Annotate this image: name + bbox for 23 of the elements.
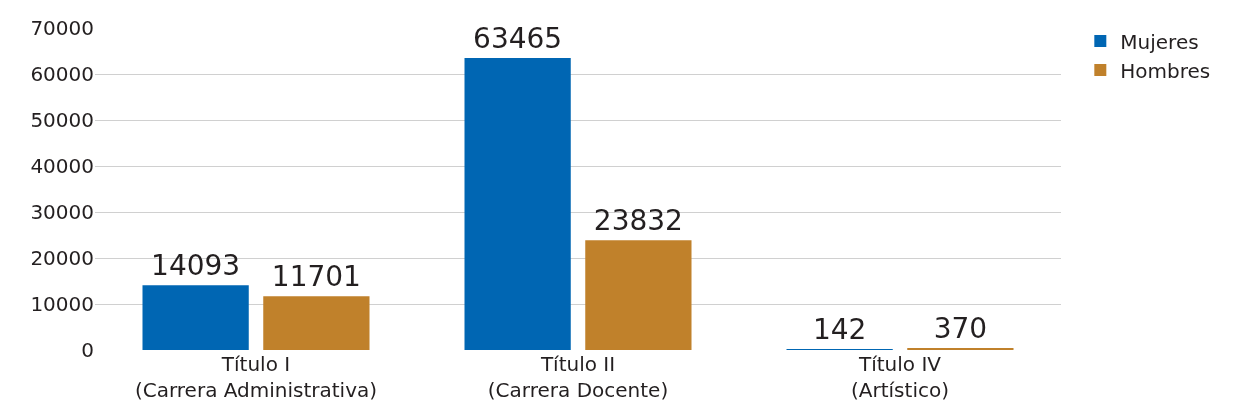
y-tick-label: 50000 (30, 108, 94, 132)
y-tick-label: 30000 (30, 200, 94, 224)
data-label: 11701 (271, 260, 361, 294)
data-label: 63465 (473, 22, 563, 56)
bar (585, 240, 692, 350)
y-tick-label: 0 (81, 338, 94, 362)
data-label: 370 (933, 312, 988, 345)
bar (263, 296, 370, 350)
bar (142, 285, 249, 350)
x-tick-label: Título I (Carrera Administrativa) (134, 352, 378, 402)
data-label: 23832 (593, 204, 683, 238)
data-label: 142 (812, 313, 867, 346)
data-label: 14093 (151, 249, 241, 283)
x-tick-label: Título II (Carrera Docente) (487, 352, 669, 402)
y-tick-label: 20000 (30, 246, 94, 270)
bar (464, 58, 571, 350)
legend-label: Mujeres (1120, 29, 1199, 54)
y-tick-label: 10000 (30, 292, 94, 316)
y-tick-label: 70000 (30, 16, 94, 40)
x-tick-label: Título IV (Artístico) (851, 352, 949, 402)
y-tick-label: 40000 (30, 154, 94, 178)
y-tick-label: 60000 (30, 62, 94, 86)
legend-label: Hombres (1120, 58, 1211, 83)
